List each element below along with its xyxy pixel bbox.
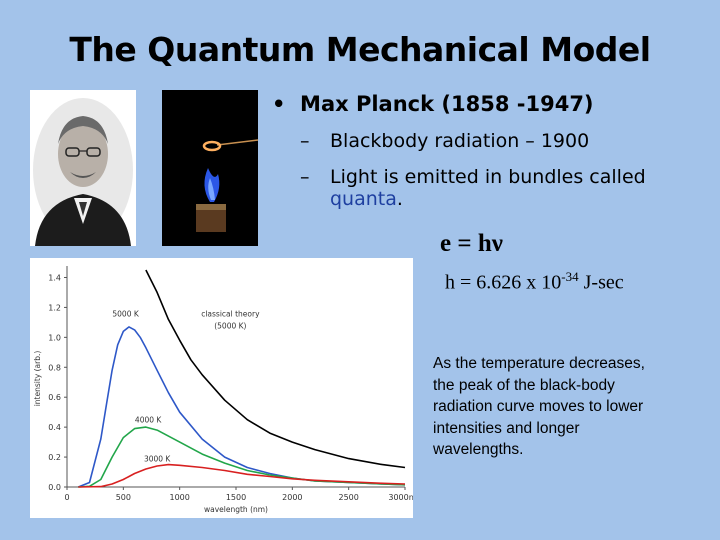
x-tick-label: 3000nm bbox=[388, 493, 413, 502]
bullet-max-planck: • Max Planck (1858 -1947) bbox=[272, 92, 594, 116]
blackbody-chart-svg: 0.0 0.2 0.4 0.6 0.8 1.0 1.2 1.4 0 500 1000 1500 2000… bbox=[33, 266, 422, 514]
x-tick-label: 500 bbox=[116, 493, 131, 502]
y-axis-label: intensity (arb.) bbox=[33, 351, 42, 407]
annotation-4000k: 4000 K bbox=[135, 416, 162, 425]
dash-marker: – bbox=[300, 130, 310, 152]
x-axis-label: wavelength (nm) bbox=[204, 505, 268, 514]
planck-equation: e = hν bbox=[440, 230, 503, 257]
y-tick-label: 0.6 bbox=[48, 393, 61, 402]
max-planck-portrait bbox=[30, 90, 136, 246]
slide-title: The Quantum Mechanical Model bbox=[69, 30, 651, 69]
h-exponent: -34 bbox=[561, 269, 579, 284]
x-tick-label: 0 bbox=[64, 493, 69, 502]
y-tick-label: 0.8 bbox=[48, 363, 61, 372]
annotation-classical-line1: classical theory bbox=[201, 309, 260, 318]
annotation-3000k: 3000 K bbox=[144, 455, 171, 464]
x-tick-label: 1000 bbox=[169, 493, 189, 502]
h-prefix: h = 6.626 x 10 bbox=[445, 271, 562, 294]
series-line-3000-k bbox=[78, 463, 406, 488]
y-tick-label: 0.2 bbox=[48, 453, 61, 462]
series-line-classical-theory-5000-k bbox=[145, 269, 406, 469]
blackbody-chart: 0.0 0.2 0.4 0.6 0.8 1.0 1.2 1.4 0 500 1000 1500 2000… bbox=[30, 258, 422, 518]
temperature-note: As the temperature decreases, the peak o… bbox=[433, 355, 645, 458]
subbullet-text: Blackbody radiation – 1900 bbox=[330, 130, 590, 152]
quanta-term: quanta bbox=[330, 188, 397, 210]
flame-wire-photo bbox=[162, 90, 259, 246]
y-tick-label: 1.0 bbox=[48, 333, 61, 342]
annotation-classical-line2: (5000 K) bbox=[214, 321, 246, 330]
dash-marker: – bbox=[300, 166, 310, 188]
subbullet-quanta: – Light is emitted in bundles called quan… bbox=[300, 166, 646, 210]
subbullet-blackbody: – Blackbody radiation – 1900 bbox=[300, 130, 589, 152]
series-line-5000-k bbox=[78, 326, 406, 488]
x-tick-label: 2500 bbox=[338, 493, 358, 502]
subbullet-text: Light is emitted in bundles called bbox=[330, 166, 646, 188]
y-tick-label: 1.2 bbox=[48, 303, 61, 312]
planck-constant: h = 6.626 x 10-34 J-sec bbox=[445, 269, 624, 295]
y-tick-label: 0.4 bbox=[48, 423, 61, 432]
h-suffix: J-sec bbox=[578, 271, 624, 294]
y-tick-label: 1.4 bbox=[48, 273, 61, 282]
bullet-text: Max Planck (1858 -1947) bbox=[300, 92, 594, 116]
period: . bbox=[396, 188, 403, 210]
annotation-5000k: 5000 K bbox=[112, 309, 139, 318]
x-tick-label: 1500 bbox=[226, 493, 246, 502]
y-tick-label: 0.0 bbox=[48, 483, 61, 492]
x-tick-label: 2000 bbox=[282, 493, 302, 502]
